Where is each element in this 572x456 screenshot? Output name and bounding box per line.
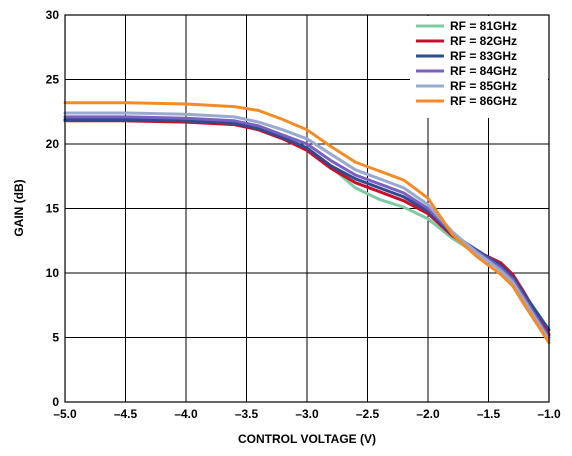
x-tick-label: –2.5 — [356, 407, 380, 421]
y-tick-label: 25 — [46, 73, 60, 87]
series-line-3 — [63, 118, 551, 332]
y-tick-labels: 0 5 10 15 20 25 30 — [46, 8, 60, 409]
y-tick-label: 10 — [46, 266, 60, 280]
x-tick-label: –2.0 — [416, 407, 440, 421]
series-group — [63, 101, 551, 345]
y-tick-label: 5 — [52, 331, 59, 345]
x-tick-label: –3.0 — [295, 407, 319, 421]
legend-label-4: RF = 84GHz — [450, 64, 517, 78]
plot-frame — [64, 14, 550, 403]
x-tick-label: –3.5 — [235, 407, 259, 421]
x-tick-label: –4.0 — [174, 407, 198, 421]
x-tick-labels: –5.0 –4.5 –4.0 –3.5 –3.0 –2.5 –2.0 –1.5 –1.0 — [53, 407, 561, 421]
legend-label-1: RF = 81GHz — [450, 19, 517, 33]
x-tick-label: –4.5 — [114, 407, 138, 421]
x-tick-label: –5.0 — [53, 407, 77, 421]
series-line-6 — [63, 101, 551, 345]
legend-label-6: RF = 86GHz — [450, 94, 517, 108]
legend-label-5: RF = 85GHz — [450, 79, 517, 93]
series-line-4 — [63, 115, 551, 339]
legend-label-2: RF = 82GHz — [450, 34, 517, 48]
x-tick-label: –1.5 — [477, 407, 501, 421]
x-tick-label: –1.0 — [537, 407, 561, 421]
y-tick-label: 30 — [46, 8, 60, 22]
legend-label-3: RF = 83GHz — [450, 49, 517, 63]
y-axis-title: GAIN (dB) — [12, 179, 26, 236]
x-axis-title: CONTROL VOLTAGE (V) — [238, 432, 376, 446]
y-tick-label: 0 — [52, 395, 59, 409]
series-line-5 — [63, 111, 551, 342]
y-tick-label: 15 — [46, 202, 60, 216]
y-tick-label: 20 — [46, 137, 60, 151]
